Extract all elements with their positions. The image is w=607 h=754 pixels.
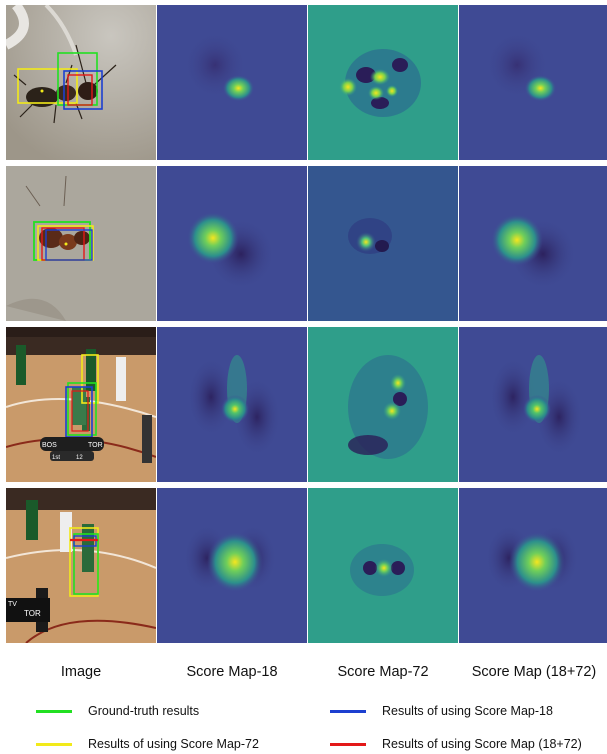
- legend-score-map-combined-swatch: [330, 742, 366, 746]
- svg-text:TV: TV: [8, 601, 17, 608]
- row-basketball-2: TV TOR: [6, 488, 607, 643]
- legend-score-map-combined: Results of using Score Map (18+72): [330, 735, 582, 753]
- row-basketball-1: BOS TOR 1st 12: [6, 327, 607, 482]
- score-map-72-ant-1: [308, 5, 458, 160]
- ant-photo: [6, 166, 156, 321]
- legend-score-map-combined-label: Results of using Score Map (18+72): [382, 737, 582, 751]
- legend-score-map-72-label: Results of using Score Map-72: [88, 737, 259, 751]
- svg-text:TOR: TOR: [24, 609, 41, 618]
- score-map-combined-ant-1: [459, 5, 607, 160]
- row-ant-1: [6, 5, 607, 160]
- score-map-18-ant-1: [157, 5, 307, 160]
- legend-score-map-72: Results of using Score Map-72: [36, 735, 259, 753]
- legend-score-map-18-swatch: [330, 709, 366, 713]
- image-ant-2: [6, 166, 156, 321]
- column-label-score-map-72: Score Map-72: [337, 664, 429, 680]
- column-label-score-map-combined: Score Map (18+72): [471, 664, 597, 680]
- column-label-image: Image: [60, 664, 102, 680]
- basketball-photo: BOS TOR 1st 12: [6, 327, 156, 482]
- legend-score-map-72-swatch: [36, 742, 72, 746]
- score-map-18-basketball-1: [157, 327, 307, 482]
- score-map-72-basketball-2: [308, 488, 458, 643]
- score-map-72-basketball-1: [308, 327, 458, 482]
- row-ant-2: [6, 166, 607, 321]
- score-map-72-ant-2: [308, 166, 458, 321]
- svg-text:12: 12: [76, 455, 83, 461]
- legend-ground-truth-swatch: [36, 709, 72, 713]
- basketball-photo: TV TOR: [6, 488, 156, 643]
- score-map-combined-ant-2: [459, 166, 607, 321]
- image-basketball-1: BOS TOR 1st 12: [6, 327, 156, 482]
- score-map-combined-basketball-2: [459, 488, 607, 643]
- svg-text:TOR: TOR: [88, 442, 103, 449]
- svg-text:1st: 1st: [52, 455, 60, 461]
- legend-ground-truth-label: Ground-truth results: [88, 704, 200, 718]
- legend-score-map-18-label: Results of using Score Map-18: [382, 704, 553, 718]
- legend-ground-truth: Ground-truth results: [36, 702, 199, 720]
- image-basketball-2: TV TOR: [6, 488, 156, 643]
- ant-photo: [6, 5, 156, 160]
- score-map-combined-basketball-1: [459, 327, 607, 482]
- score-map-18-ant-2: [157, 166, 307, 321]
- svg-text:BOS: BOS: [42, 442, 57, 449]
- image-ant-1: [6, 5, 156, 160]
- score-map-18-basketball-2: [157, 488, 307, 643]
- column-label-score-map-18: Score Map-18: [186, 664, 278, 680]
- legend-score-map-18: Results of using Score Map-18: [330, 702, 553, 720]
